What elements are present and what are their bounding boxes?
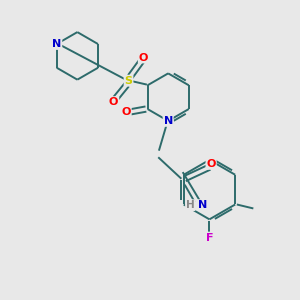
Text: O: O [109, 97, 118, 107]
Text: O: O [139, 52, 148, 62]
Text: N: N [164, 116, 173, 126]
Text: O: O [206, 159, 216, 169]
Text: H: H [186, 200, 195, 210]
Text: F: F [206, 232, 213, 242]
Text: N: N [198, 200, 207, 210]
Text: O: O [122, 107, 131, 117]
Text: S: S [124, 76, 133, 85]
Text: N: N [52, 39, 62, 49]
